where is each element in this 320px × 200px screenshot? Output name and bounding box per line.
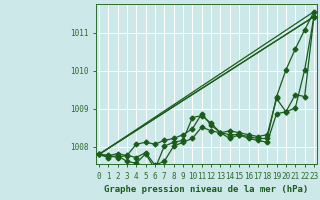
X-axis label: Graphe pression niveau de la mer (hPa): Graphe pression niveau de la mer (hPa) xyxy=(104,185,308,194)
